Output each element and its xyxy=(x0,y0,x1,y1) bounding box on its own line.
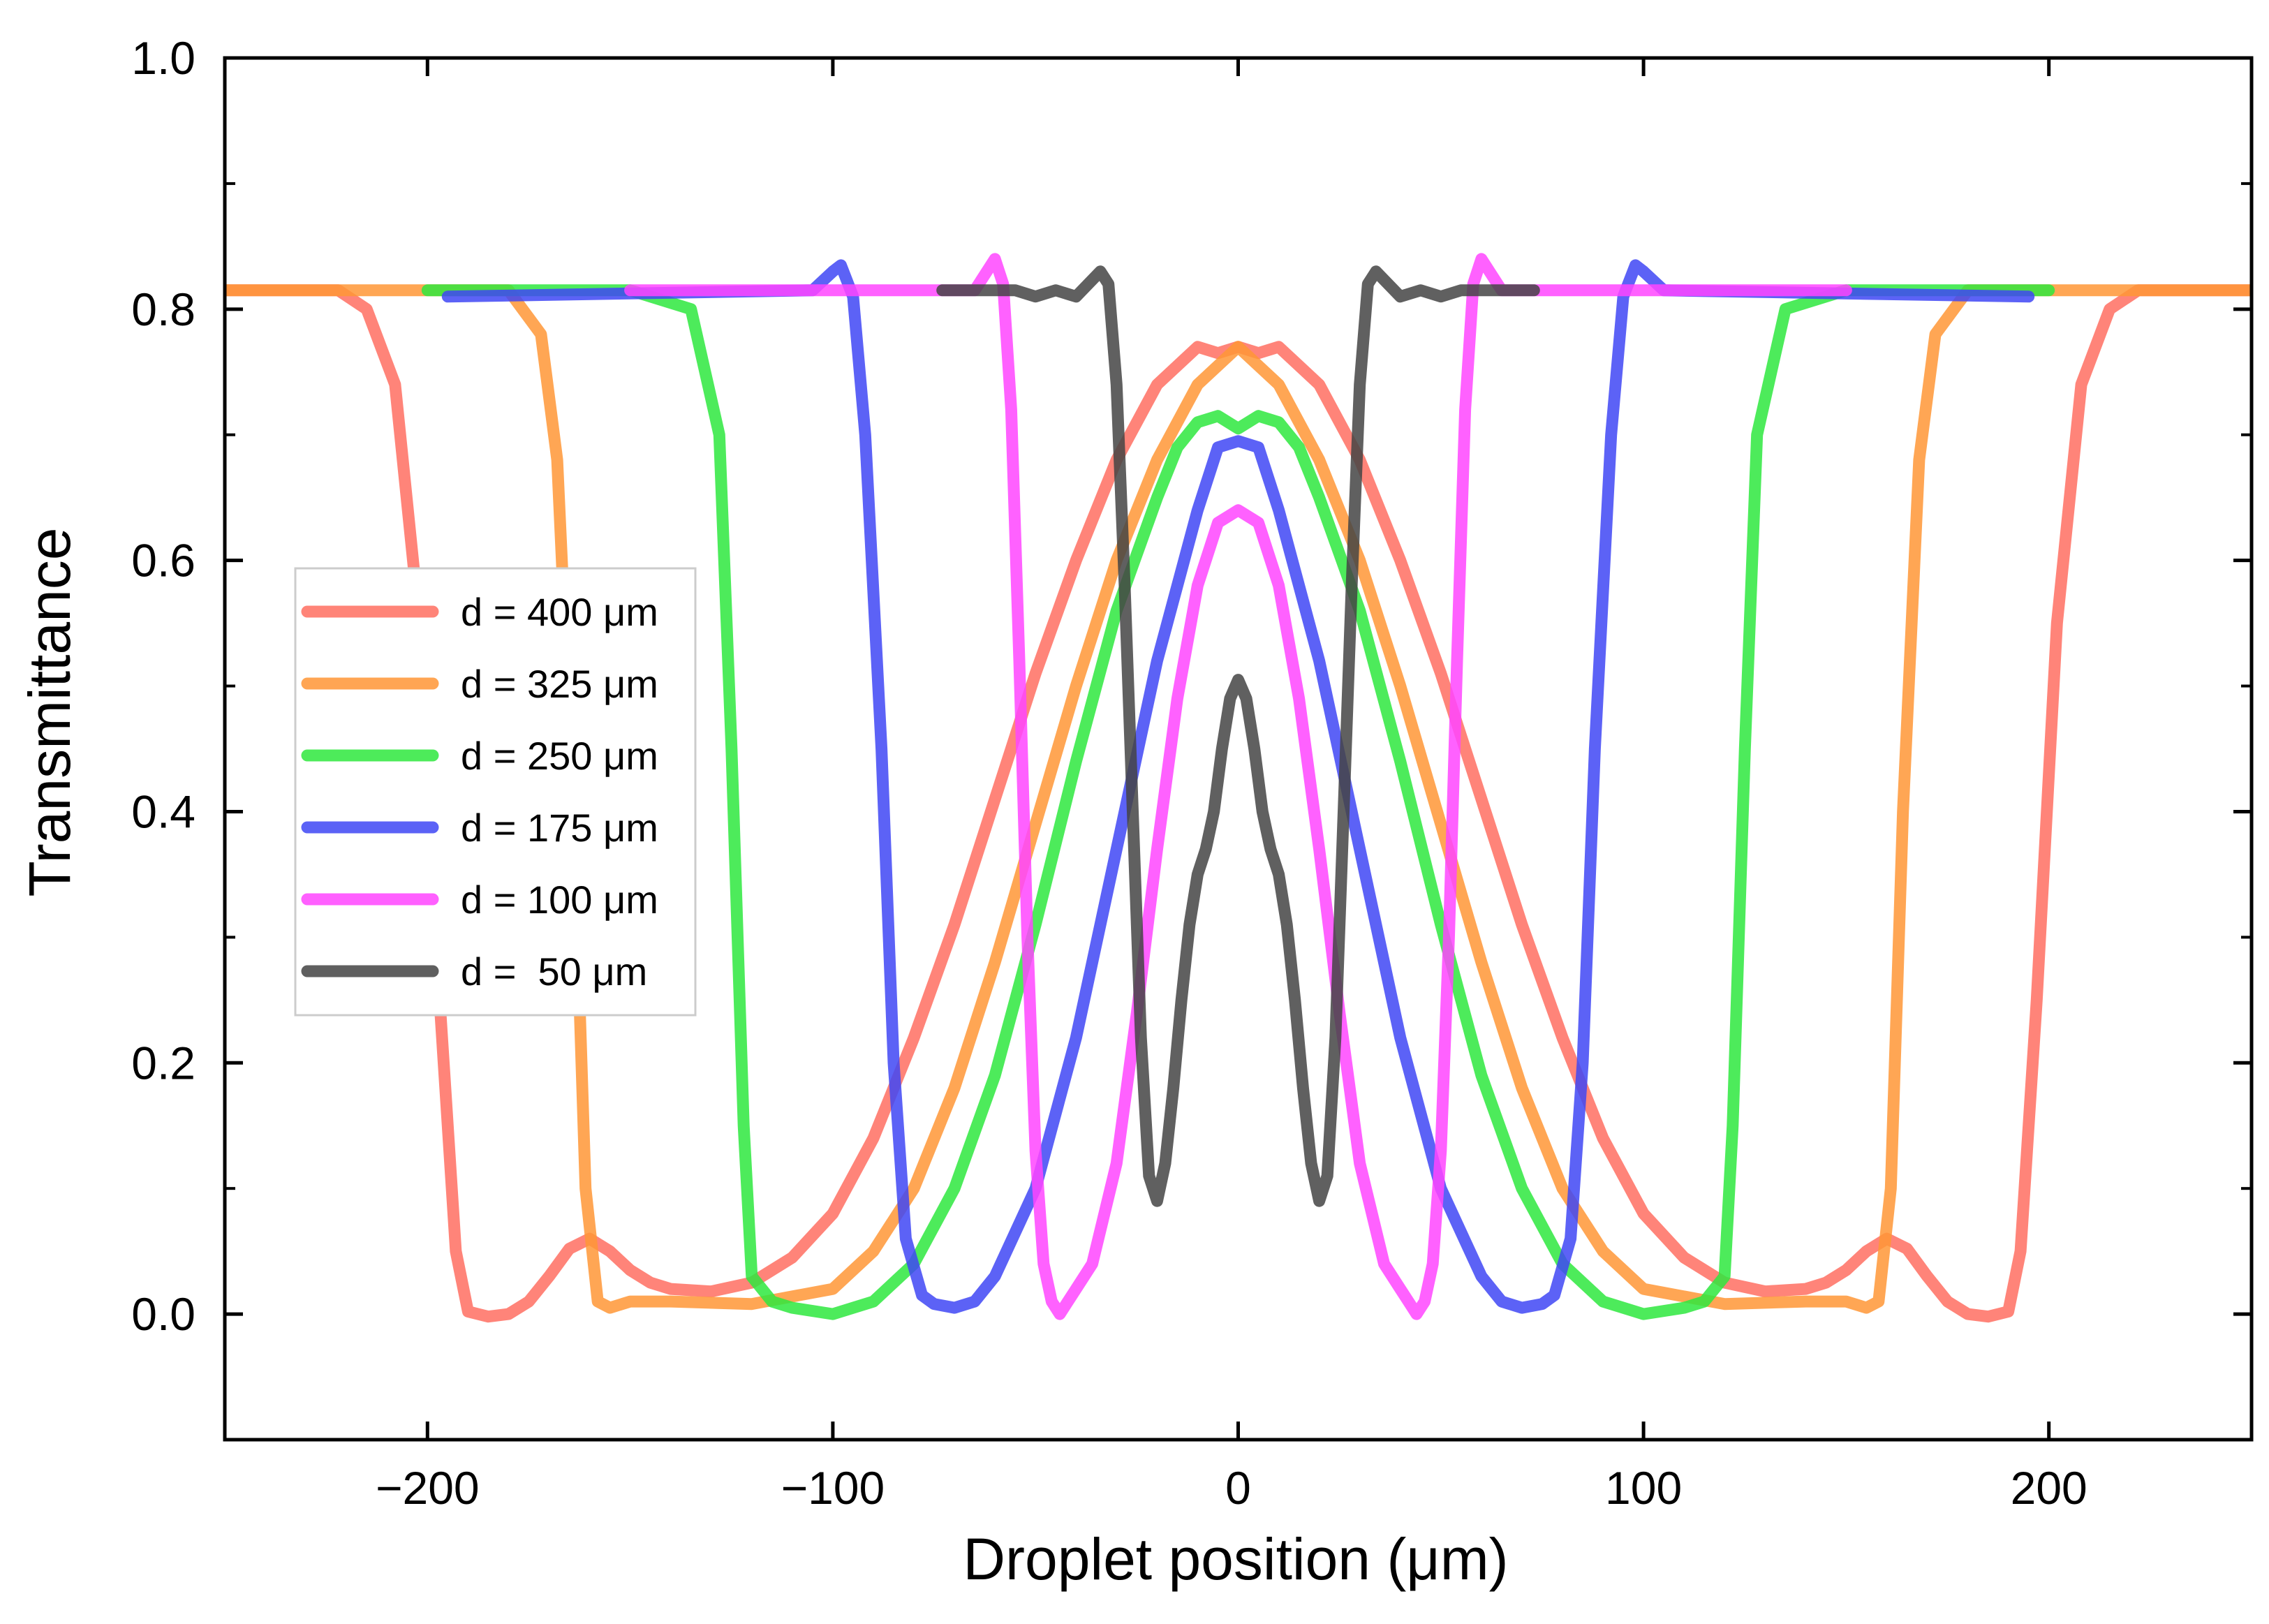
legend-label-3: d = 250 μm xyxy=(461,734,658,778)
legend-label-6: d = 50 μm xyxy=(461,950,647,994)
y-tick-label: 0.4 xyxy=(131,785,195,837)
legend: d = 400 μm d = 325 μm d = 250 μm d = 175 μm… xyxy=(294,567,697,1017)
series-line-3 xyxy=(421,284,2055,1320)
y-tick-label: 0.2 xyxy=(131,1037,195,1088)
x-tick-label: −100 xyxy=(781,1462,885,1514)
legend-label-4: d = 175 μm xyxy=(461,806,658,850)
x-tick-label: −200 xyxy=(376,1462,480,1514)
ticks-layer: −200 −100 0 100 200 0.0 0.2 0.4 0.6 0.8 1.0 xyxy=(131,32,2252,1514)
legend-label-5: d = 100 μm xyxy=(461,878,658,922)
y-tick-label: 0.6 xyxy=(131,535,195,586)
x-axis-title: Droplet position (μm) xyxy=(963,1526,1508,1592)
legend-box xyxy=(294,567,697,1017)
series-line-4 xyxy=(441,259,2035,1314)
series-layer xyxy=(225,253,2252,1323)
series-line-2 xyxy=(225,284,2252,1314)
legend-label-1: d = 400 μm xyxy=(461,590,658,634)
x-tick-label: 200 xyxy=(2011,1462,2087,1514)
series-line-6 xyxy=(936,265,1540,1207)
y-tick-label: 0.8 xyxy=(131,283,195,335)
series-line-5 xyxy=(624,253,1852,1320)
y-axis-title: Transmittance xyxy=(17,527,82,896)
x-tick-label: 0 xyxy=(1225,1462,1251,1514)
legend-items: d = 400 μm d = 325 μm d = 250 μm d = 175 μm… xyxy=(301,590,658,994)
y-tick-label: 0.0 xyxy=(131,1288,195,1340)
legend-label-2: d = 325 μm xyxy=(461,662,658,706)
y-tick-label: 1.0 xyxy=(131,32,195,84)
x-tick-label: 100 xyxy=(1605,1462,1682,1514)
